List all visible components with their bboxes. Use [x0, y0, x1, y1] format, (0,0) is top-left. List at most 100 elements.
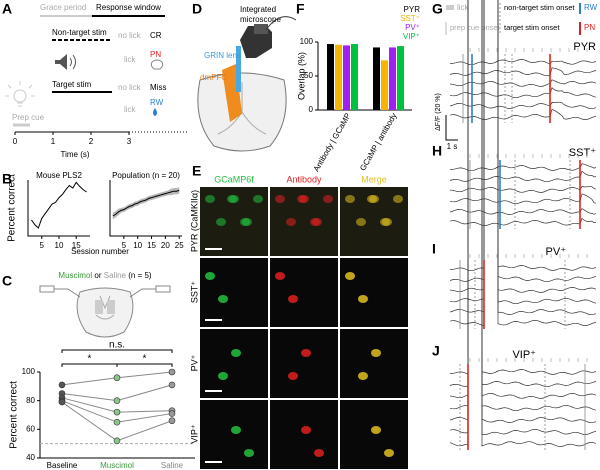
y-tick-label: 0 — [309, 105, 314, 114]
trace — [449, 186, 597, 193]
label: dmPFC — [200, 73, 227, 82]
x-tick-label: 3 — [127, 137, 132, 146]
legend-label: target stim onset — [504, 23, 560, 32]
x-tick-label: Muscimol — [100, 461, 134, 470]
x-tick-label: 20 — [161, 241, 170, 250]
significance-bracket — [116, 363, 173, 367]
legend: lick non-target stim onset RW prep cue o… — [445, 3, 598, 35]
micrograph — [200, 400, 268, 469]
bar — [327, 44, 334, 110]
cell — [297, 195, 307, 203]
cell — [227, 195, 237, 203]
x-tick-label: 25 — [175, 241, 184, 250]
micrograph — [340, 258, 408, 327]
point — [113, 397, 121, 404]
column-header: Merge — [361, 174, 387, 184]
chart-title: Population (n = 20) — [112, 171, 180, 180]
title-part: Saline — [104, 271, 127, 280]
scale-label: ΔF/F (20 %) — [435, 93, 442, 131]
significance-bracket — [61, 349, 173, 353]
point — [168, 381, 176, 389]
label: GRIN lens — [204, 51, 241, 60]
bar — [397, 46, 404, 110]
trace — [449, 0, 597, 327]
micrograph — [270, 329, 338, 398]
y-tick-label: 100 — [22, 367, 36, 376]
sem-band — [112, 187, 180, 220]
cell — [288, 295, 298, 303]
trace — [449, 0, 597, 272]
significance-label: * — [143, 354, 147, 365]
axis-label: Session number — [71, 247, 129, 256]
legend-label: lick — [457, 3, 470, 12]
legend-label: PN — [584, 23, 595, 32]
panel-letter: D — [192, 1, 202, 17]
title-part: (n = 5) — [126, 271, 152, 280]
panel-title: SST⁺ — [569, 147, 596, 159]
point — [168, 368, 176, 376]
micrograph — [270, 400, 338, 469]
row-label: PV⁺ — [189, 354, 199, 371]
cell — [275, 272, 285, 280]
trace — [449, 0, 597, 412]
label: Non-target stim — [52, 28, 107, 37]
panel-letter: J — [432, 343, 440, 359]
trace — [449, 0, 597, 316]
row-label: PYR (CaMKIIα) — [189, 190, 199, 252]
cell — [345, 195, 355, 203]
chart-title: Mouse PLS2 — [36, 171, 82, 180]
row-label: VIP⁺ — [189, 424, 199, 444]
cell — [393, 195, 403, 203]
cell — [288, 372, 298, 380]
trace — [449, 108, 597, 120]
panel-letter: A — [2, 1, 12, 17]
column-header: GCaMP6f — [214, 174, 254, 184]
micrograph — [200, 329, 268, 398]
cell — [367, 195, 377, 203]
trace — [449, 170, 597, 183]
panel-title: PYR — [573, 41, 596, 53]
label: Target stim — [52, 80, 91, 89]
x-tick-label: GCaMP | antibody — [358, 112, 398, 173]
cell — [301, 349, 311, 357]
trace — [449, 163, 597, 172]
cell — [358, 295, 368, 303]
axis-label: Time (s) — [60, 150, 89, 159]
label: no lick — [118, 31, 142, 40]
microscope-diagram — [197, 16, 297, 152]
speaker-icon — [55, 54, 67, 70]
cell — [205, 272, 215, 280]
bar — [389, 47, 396, 110]
label: Integrated — [240, 5, 276, 14]
trace — [449, 0, 597, 424]
x-tick-label: 10 — [133, 241, 142, 250]
micrograph — [270, 258, 338, 327]
trace — [449, 0, 597, 435]
cell — [323, 195, 333, 203]
cell — [371, 426, 381, 434]
panel-letter: E — [192, 163, 201, 179]
cell — [275, 195, 285, 203]
label: PN — [150, 50, 161, 59]
trace — [449, 217, 597, 226]
panel-title: VIP⁺ — [512, 349, 536, 361]
bar — [335, 44, 342, 110]
line — [112, 189, 180, 217]
trace — [449, 59, 597, 66]
cell — [218, 295, 228, 303]
panel-letter: H — [432, 143, 442, 159]
bar — [351, 44, 358, 110]
trace — [449, 0, 597, 283]
cell — [314, 449, 324, 457]
legend-label: SST⁺ — [400, 14, 420, 23]
scale-label: 1 s — [447, 142, 458, 151]
point — [58, 398, 66, 406]
y-axis-label: Percent correct — [9, 381, 20, 449]
cell — [358, 372, 368, 380]
label: Grace period — [40, 3, 86, 12]
legend-label: PV⁺ — [405, 23, 420, 32]
bar — [343, 45, 350, 110]
cell — [231, 426, 241, 434]
label: Prep cue — [12, 113, 45, 122]
